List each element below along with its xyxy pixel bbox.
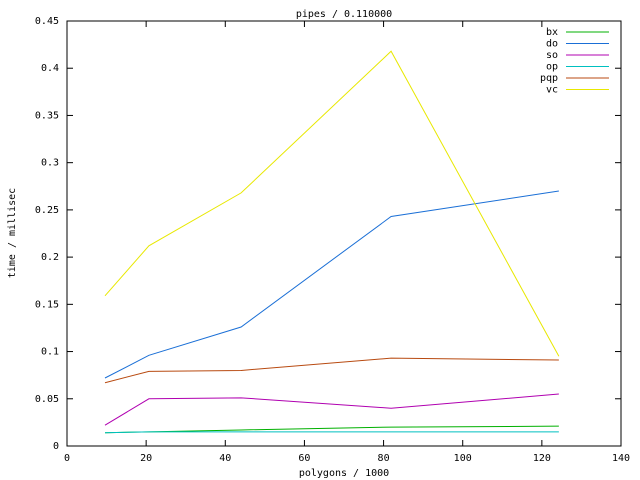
legend-label: bx (546, 27, 558, 38)
x-tick-label: 40 (219, 453, 231, 464)
legend-label: pqp (540, 73, 558, 84)
series-line (104, 190, 559, 379)
legend-label: vc (546, 85, 558, 96)
legend-label: op (546, 62, 558, 73)
series-line (104, 357, 559, 384)
series-line (104, 50, 560, 357)
y-tick-label: 0.2 (41, 252, 59, 263)
legend-label: do (546, 39, 558, 50)
y-tick-label: 0.15 (35, 299, 59, 310)
y-tick-label: 0.25 (35, 205, 59, 216)
x-tick-label: 20 (140, 453, 152, 464)
y-tick-label: 0 (53, 441, 59, 452)
y-axis-label: time / millisec (7, 188, 18, 278)
plot-border (66, 20, 622, 447)
legend-label: so (546, 50, 558, 61)
y-tick-label: 0.1 (41, 347, 59, 358)
series-line (104, 431, 559, 434)
x-tick-label: 0 (64, 453, 70, 464)
x-tick-label: 80 (378, 453, 390, 464)
y-tick-label: 0.3 (41, 158, 59, 169)
x-axis-label: polygons / 1000 (299, 468, 389, 479)
x-tick-label: 140 (612, 453, 630, 464)
series-line (104, 393, 559, 426)
y-tick-label: 0.35 (35, 110, 59, 121)
x-tick-label: 120 (533, 453, 551, 464)
y-tick-label: 0.05 (35, 394, 59, 405)
x-tick-label: 60 (298, 453, 310, 464)
y-tick-label: 0.45 (35, 16, 59, 27)
x-tick-label: 100 (454, 453, 472, 464)
chart-title: pipes / 0.110000 (296, 9, 392, 20)
y-tick-label: 0.4 (41, 63, 59, 74)
